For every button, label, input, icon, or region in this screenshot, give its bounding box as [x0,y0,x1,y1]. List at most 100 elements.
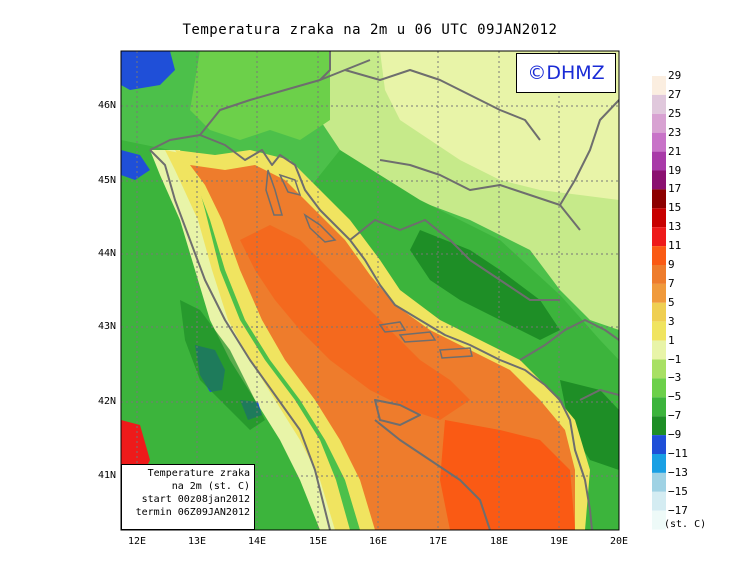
coastline-italy [149,149,331,530]
lat-label-41n: 41N [97,470,116,481]
island-krk [278,173,302,197]
lat-label-42n: 42N [97,396,116,407]
legend-label: 17 [668,182,682,196]
legend-label: −11 [668,447,688,460]
legend-swatch [652,397,666,417]
legend-label: 7 [668,276,675,290]
lon-label-12e: 12E [127,536,147,547]
legend-label: 15 [668,201,682,215]
legend-label: 9 [668,258,675,271]
info-line-1: Temperature zraka [147,468,250,479]
coastline-apulia [374,419,491,530]
legend-label: 25 [668,106,682,120]
lat-label-45n: 45N [97,175,116,186]
legend-label: 27 [668,87,682,101]
legend-label: 13 [668,220,682,234]
legend-label: −3 [668,371,682,385]
info-line-4: termin 06Z09JAN2012 [135,507,250,518]
legend-label: 21 [668,144,682,158]
legend-swatch [652,94,666,114]
legend-label: 23 [668,125,682,139]
legend-colorbar [652,76,666,530]
legend-label: −7 [668,409,682,423]
legend-swatch [652,510,666,530]
legend-unit: (st. C) [664,519,707,530]
legend-label: 3 [668,314,675,328]
legend-swatch [652,359,666,379]
lon-label-20e: 20E [609,536,629,547]
island-cres [265,169,283,216]
legend-swatch [652,170,666,190]
legend-swatch [652,151,666,171]
legend-swatch [652,208,666,228]
map-title: Temperatura zraka na 2m u 06 UTC 09JAN20… [182,22,558,38]
legend-label: −9 [668,428,682,442]
border-kosovo [579,389,619,401]
island-pag [303,213,337,243]
montenegro-dark [560,380,619,470]
border-montenegro [519,319,619,361]
legend-label: 5 [668,295,675,309]
coastline-albania [559,399,593,530]
gargano [374,399,421,426]
legend-label: −17 [668,503,688,517]
dinaric-dark-patches [410,230,560,340]
lon-label-13e: 13E [187,536,207,547]
legend-swatch [652,472,666,492]
legend-swatch [652,265,666,284]
coastline-dalmatia [349,239,561,401]
legend-swatch [652,340,666,360]
lon-label-14e: 14E [247,536,267,547]
legend-swatch [652,454,666,473]
legend-label: −5 [668,390,682,404]
adriatic-core-warm [240,225,470,420]
legend-swatch [652,491,666,511]
legend-swatch [652,227,666,247]
info-line-2: na 2m (st. C) [171,481,250,492]
legend-swatch [652,321,666,341]
legend-label: −13 [668,465,688,479]
info-line-3: start 00z08jan2012 [141,494,250,505]
border-croatia-bosnia [379,159,581,231]
apennine-dark [180,300,265,430]
legend-label: 11 [668,239,682,253]
island-korcula [439,347,473,359]
legend-swatch [652,302,666,322]
dhmz-logo: ©DHMZ [516,53,616,93]
legend-swatch [652,132,666,152]
legend-swatch [652,246,666,265]
lon-label-19e: 19E [549,536,569,547]
legend-swatch [652,435,666,454]
legend-swatch [652,113,666,133]
legend-label: −1 [668,352,682,366]
legend-swatch [652,189,666,209]
info-box: Temperature zraka na 2m (st. C) start 00… [121,464,255,530]
legend-swatch [652,416,666,436]
border-austria [319,51,331,81]
border-bosnia-south [349,219,560,301]
alps-blue-patch2 [121,150,150,180]
lon-label-17e: 17E [428,536,448,547]
island-brac [378,321,407,333]
legend-label: 19 [668,163,682,177]
northwest-green-hills [190,51,330,140]
lon-label-18e: 18E [489,536,509,547]
lon-label-15e: 15E [308,536,328,547]
lon-label-16e: 16E [368,536,388,547]
border-croatia-north [344,69,541,141]
lat-label-44n: 44N [97,248,116,259]
alps-blue-cold [121,51,175,90]
ionian-warm [440,420,575,530]
border-serbia [559,99,619,206]
lat-label-46n: 46N [97,100,116,111]
legend-label: 29 [668,69,682,82]
legend-label: 1 [668,333,675,347]
italy-yellow-coast [165,150,350,530]
island-hvar [398,331,437,343]
legend-swatch [652,76,666,95]
legend-label: −15 [668,484,688,498]
legend-swatch [652,378,666,398]
lat-label-43n: 43N [97,321,116,332]
legend-swatch [652,283,666,303]
